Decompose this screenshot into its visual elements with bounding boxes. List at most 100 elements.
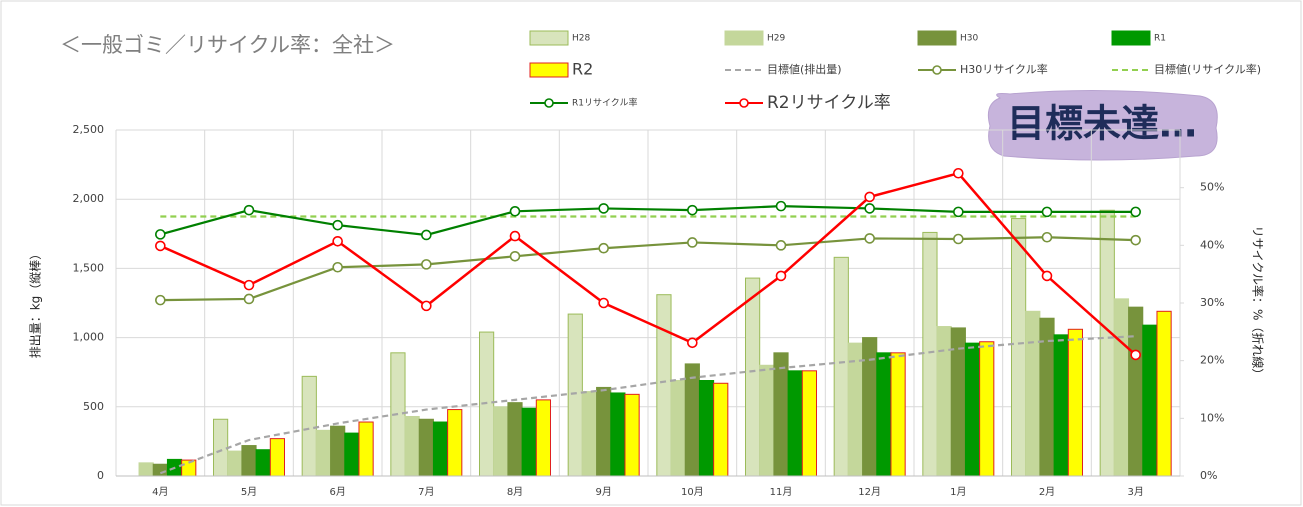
bar xyxy=(699,381,713,476)
bar xyxy=(1026,311,1040,476)
legend-swatch xyxy=(725,31,763,45)
bar xyxy=(891,353,905,476)
line-marker xyxy=(599,299,608,308)
bar xyxy=(625,394,639,476)
bar xyxy=(433,422,447,476)
bar xyxy=(714,383,728,476)
line-marker xyxy=(954,234,963,243)
legend-label: R1リサイクル率 xyxy=(572,97,638,109)
legend-label: H30 xyxy=(960,34,978,44)
bar xyxy=(536,400,550,476)
x-tick-label: 4月 xyxy=(152,486,168,498)
y-axis-title: 排出量：kg（縦棒） xyxy=(29,248,43,359)
line-marker xyxy=(156,230,165,239)
line-marker xyxy=(156,241,165,250)
y-tick-label: 500 xyxy=(83,400,104,413)
bar xyxy=(802,371,816,476)
y2-tick-label: 30% xyxy=(1200,296,1224,309)
x-tick-label: 8月 xyxy=(507,486,523,498)
bar xyxy=(331,426,345,476)
bar xyxy=(359,422,373,476)
bar xyxy=(760,365,774,476)
bar xyxy=(448,410,462,476)
line-marker xyxy=(1043,207,1052,216)
x-tick-label: 9月 xyxy=(595,486,611,498)
legend-label: R2リサイクル率 xyxy=(767,93,891,113)
bar xyxy=(774,353,788,476)
legend-swatch xyxy=(1112,31,1150,45)
y-tick-label: 2,000 xyxy=(73,192,105,205)
line-marker xyxy=(156,296,165,305)
line-marker xyxy=(954,207,963,216)
legend-label: R1 xyxy=(1154,34,1166,44)
chart: ＜一般ゴミ／リサイクル率：全社＞ 排出量：kg（縦棒） リサイクル率：%（折れ線… xyxy=(0,0,1303,507)
bar xyxy=(746,278,760,476)
bar xyxy=(980,342,994,476)
line-marker xyxy=(245,294,254,303)
line-marker xyxy=(1131,236,1140,245)
line-marker xyxy=(688,338,697,347)
line-marker xyxy=(245,206,254,215)
line-marker xyxy=(511,207,520,216)
line-marker xyxy=(599,244,608,253)
legend-marker xyxy=(933,66,941,74)
x-tick-label: 11月 xyxy=(770,486,793,498)
legend-label: 目標値(リサイクル率) xyxy=(1154,62,1261,76)
legend-swatch xyxy=(918,31,956,45)
line-marker xyxy=(865,192,874,201)
bar xyxy=(848,343,862,476)
x-tick-label: 6月 xyxy=(329,486,345,498)
x-tick-label: 2月 xyxy=(1039,486,1055,498)
legend-label: 目標値(排出量) xyxy=(767,62,842,76)
legend-label: R2 xyxy=(572,60,593,79)
bar xyxy=(153,464,167,476)
line-marker xyxy=(422,230,431,239)
y-tick-label: 2,500 xyxy=(73,123,105,136)
y2-tick-label: 10% xyxy=(1200,411,1224,424)
bar xyxy=(242,446,256,476)
bar xyxy=(597,387,611,476)
bar xyxy=(228,451,242,476)
line-marker xyxy=(1043,233,1052,242)
bar xyxy=(657,295,671,476)
bar xyxy=(685,364,699,476)
chart-title: ＜一般ゴミ／リサイクル率：全社＞ xyxy=(60,33,395,57)
line-marker xyxy=(599,204,608,213)
bar xyxy=(965,343,979,476)
bar xyxy=(568,314,582,476)
bar xyxy=(834,257,848,476)
y2-tick-label: 50% xyxy=(1200,181,1224,194)
line-marker xyxy=(865,234,874,243)
bar xyxy=(419,419,433,476)
line-marker xyxy=(333,237,342,246)
bar xyxy=(1157,311,1171,476)
line-marker xyxy=(777,271,786,280)
bar xyxy=(522,408,536,476)
line-marker xyxy=(333,221,342,230)
bar xyxy=(671,381,685,476)
bar xyxy=(316,430,330,476)
legend-marker xyxy=(545,99,553,107)
line-marker xyxy=(333,263,342,272)
line-marker xyxy=(511,232,520,241)
legend-swatch xyxy=(530,63,568,77)
line-marker xyxy=(954,169,963,178)
x-tick-label: 5月 xyxy=(241,486,257,498)
y2-axis-title: リサイクル率：%（折れ線） xyxy=(1251,226,1266,381)
x-tick-label: 3月 xyxy=(1127,486,1143,498)
bar xyxy=(494,407,508,476)
line-marker xyxy=(777,241,786,250)
line-marker xyxy=(1131,350,1140,359)
line-marker xyxy=(688,238,697,247)
bar xyxy=(270,439,284,476)
bar xyxy=(1143,325,1157,476)
line-marker xyxy=(422,301,431,310)
bar xyxy=(139,463,153,476)
x-tick-label: 10月 xyxy=(681,486,704,498)
line-marker xyxy=(777,202,786,211)
bar xyxy=(788,371,802,476)
bar xyxy=(1100,210,1114,476)
y-tick-label: 1,000 xyxy=(73,331,105,344)
bar xyxy=(345,433,359,476)
line-marker xyxy=(245,281,254,290)
